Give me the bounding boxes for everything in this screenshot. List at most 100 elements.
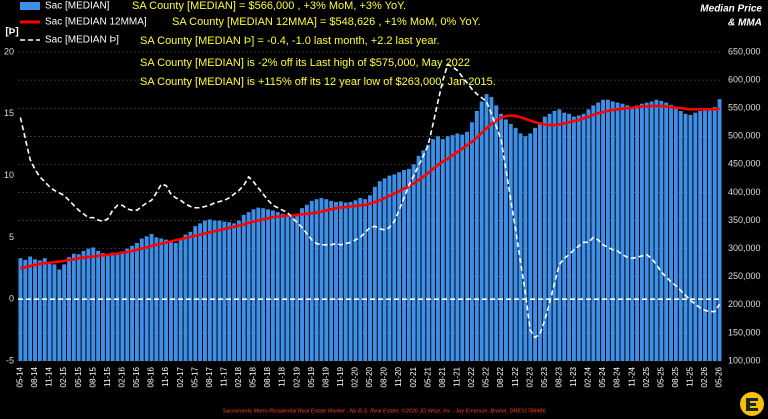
y-tick-label: 10 (4, 170, 14, 180)
bar (110, 252, 115, 361)
annotation: SA County [MEDIAN] = $566,000 , +3% MoM,… (132, 0, 406, 12)
y2-tick-label: 550,000 (728, 103, 761, 113)
x-tick-label: 11-14 (45, 366, 54, 386)
bar (71, 253, 76, 361)
x-tick-label: 08-14 (30, 366, 39, 387)
bar (300, 208, 304, 361)
bar (596, 102, 601, 362)
x-tick-label: 05-23 (540, 366, 549, 387)
bar (23, 259, 28, 361)
x-tick-label: 08-18 (263, 366, 272, 387)
bar (105, 254, 110, 361)
bar (18, 258, 23, 361)
line (20, 104, 720, 270)
bar (319, 198, 324, 361)
bar (421, 150, 426, 361)
bar (338, 201, 343, 361)
bar (324, 199, 329, 361)
bar (57, 269, 62, 361)
x-tick-label: 11-17 (219, 366, 228, 386)
legend-swatch (20, 2, 40, 10)
bar (125, 248, 130, 361)
bar (635, 105, 639, 361)
bar (615, 102, 620, 362)
x-tick-label: 02-16 (117, 366, 126, 387)
x-tick-label: 11-16 (161, 366, 170, 386)
x-tick-label: 02-17 (176, 366, 185, 387)
x-tick-label: 11-18 (278, 366, 287, 386)
bar (251, 209, 256, 361)
bar (625, 105, 630, 361)
bar (382, 178, 387, 361)
bar (581, 113, 586, 361)
bar (183, 234, 188, 361)
x-tick-label: 08-25 (671, 366, 680, 387)
bar (363, 199, 368, 361)
bar (52, 264, 57, 361)
bar (236, 220, 241, 361)
x-tick-label: 11-24 (627, 366, 636, 386)
bar (528, 133, 533, 361)
bar (62, 264, 67, 361)
bar (654, 99, 659, 361)
legend-label: Sac [MEDIAN] (45, 1, 110, 12)
bar (348, 202, 353, 361)
bar (67, 257, 71, 361)
bar (198, 223, 203, 361)
bar (707, 108, 712, 361)
bar (81, 250, 86, 361)
labels: 100,000 150,000 200,000 250,000 300,000 350,0… (4, 0, 761, 387)
bar (542, 116, 547, 361)
x-tick-label: 05-26 (715, 366, 724, 387)
x-tick-label: 02-15 (59, 366, 68, 387)
x-tick-label: 11-25 (686, 366, 695, 386)
annotation: SA County [MEDIAN] is +115% off its 12 y… (140, 76, 496, 88)
bar (314, 199, 319, 361)
bar (455, 133, 460, 361)
bar (353, 200, 358, 361)
x-tick-label: 08-19 (321, 366, 330, 387)
bar (334, 202, 338, 361)
bar (567, 113, 572, 361)
bar (678, 110, 683, 361)
y2-tick-label: 600,000 (728, 74, 761, 84)
chart-title: Median Price (700, 4, 762, 15)
x-tick-label: 05-18 (249, 366, 258, 387)
bar (703, 109, 707, 362)
bar (164, 239, 169, 361)
bar (664, 102, 669, 362)
bar (601, 99, 605, 361)
bar (431, 139, 436, 361)
bar (717, 99, 722, 362)
bar (130, 245, 135, 361)
y2-tick-label: 650,000 (728, 46, 761, 56)
bar (644, 102, 649, 362)
bar (358, 198, 363, 361)
x-tick-label: 08-24 (613, 366, 622, 387)
bar (290, 217, 295, 361)
bar (188, 231, 193, 361)
bar (586, 109, 591, 362)
legend-label: Sac [MEDIAN Þ] (45, 35, 119, 46)
bar (416, 155, 421, 361)
bar (217, 220, 222, 361)
bar (445, 136, 450, 361)
bar (275, 212, 280, 361)
x-tick-label: 11-20 (394, 366, 403, 386)
bar (309, 200, 314, 361)
x-tick-label: 05-14 (16, 366, 25, 387)
bar (96, 250, 101, 361)
bar (91, 247, 96, 361)
x-tick-label: 08-22 (496, 366, 505, 387)
x-tick-label: 11-19 (336, 366, 345, 386)
x-tick-label: 02-22 (467, 366, 476, 387)
bar (135, 243, 139, 361)
bar (266, 209, 270, 361)
bar (368, 195, 372, 361)
x-tick-label: 02-24 (584, 366, 593, 387)
x-tick-label: 05-24 (598, 366, 607, 387)
x-tick-label: 05-19 (307, 366, 316, 387)
bar (523, 136, 528, 361)
x-tick-label: 08-23 (554, 366, 563, 387)
bar (86, 248, 91, 361)
